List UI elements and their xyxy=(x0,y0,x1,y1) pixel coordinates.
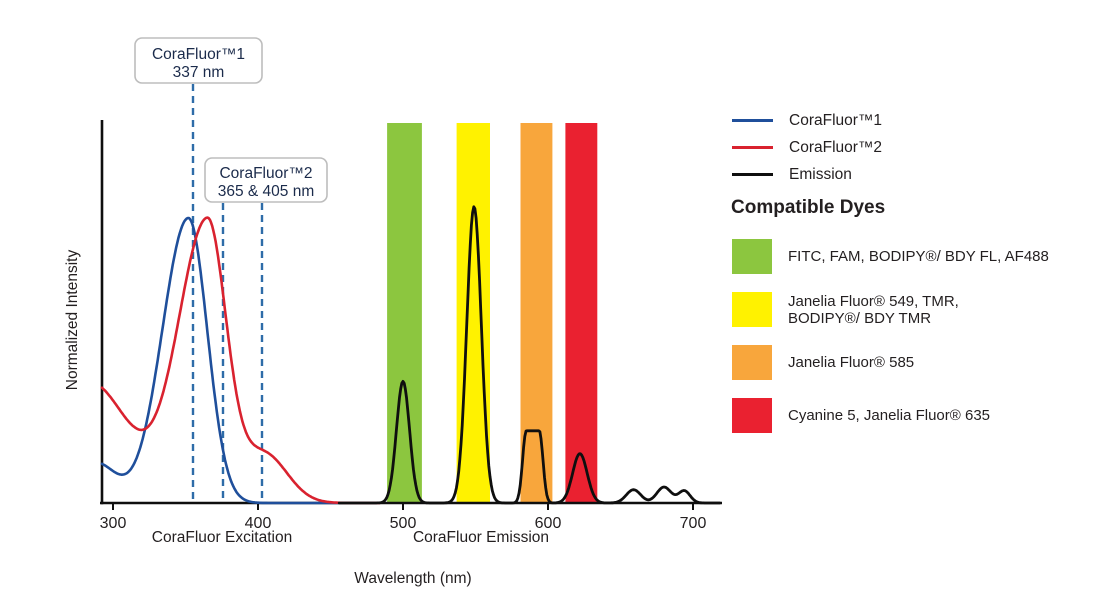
legend-item-corafluor2: CoraFluor™2 xyxy=(732,134,882,161)
dye-label: Cyanine 5, Janelia Fluor® 635 xyxy=(788,407,990,424)
emission-region-label: CoraFluor Emission xyxy=(413,529,549,546)
dye-row-yellow: Janelia Fluor® 549, TMR, BODIPY®/ BDY TM… xyxy=(732,292,1049,327)
dye-label-line: Cyanine 5, Janelia Fluor® 635 xyxy=(788,407,991,424)
corafluor1-line-swatch xyxy=(732,119,773,122)
annotation-title: CoraFluor™1 xyxy=(152,46,245,63)
annotation-value: 337 nm xyxy=(173,64,225,81)
dye-row-green: FITC, FAM, BODIPY®/ BDY FL, AF488 xyxy=(732,239,1049,274)
x-tick-label: 400 xyxy=(245,515,272,532)
dye-row-orange: Janelia Fluor® 585 xyxy=(732,345,1049,380)
excitation-marker-lines xyxy=(191,84,264,503)
corafluor1-excitation-curve xyxy=(100,216,377,505)
dye-label-line: Janelia Fluor® 585 xyxy=(788,354,915,371)
annotation-box xyxy=(204,157,328,203)
dye-label: Janelia Fluor® 585 xyxy=(788,354,914,371)
red-filter-swatch xyxy=(732,398,772,433)
yellow-filter-swatch xyxy=(732,292,772,327)
filter-band-rect xyxy=(520,123,553,503)
green-filter-swatch xyxy=(732,239,772,274)
legend-label: CoraFluor™2 xyxy=(789,138,883,156)
compatible-dyes-list: FITC, FAM, BODIPY®/ BDY FL, AF488 Janeli… xyxy=(732,239,1049,451)
filter-bands xyxy=(387,123,598,503)
annotation-box xyxy=(134,37,263,84)
x-ticks: 300 400 500 600 700 xyxy=(100,504,707,532)
emission-curve xyxy=(337,205,722,505)
filter-band-rect xyxy=(387,123,422,503)
emission-line-swatch xyxy=(732,173,773,176)
dye-label-line: FITC, FAM, BODIPY®/ BDY FL, AF488 xyxy=(788,248,1049,265)
legend-label: Emission xyxy=(789,165,852,183)
legend-item-corafluor1: CoraFluor™1 xyxy=(732,107,882,134)
x-tick-label: 700 xyxy=(680,515,707,532)
x-tick-label: 500 xyxy=(390,515,417,532)
series-legend: CoraFluor™1 CoraFluor™2 Emission xyxy=(732,107,882,188)
dye-label: Janelia Fluor® 549, TMR, BODIPY®/ BDY TM… xyxy=(788,293,959,327)
orange-filter-swatch xyxy=(732,345,772,380)
legend-item-emission: Emission xyxy=(732,161,882,188)
legend-label: CoraFluor™1 xyxy=(789,111,883,129)
annotation-title: CoraFluor™2 xyxy=(219,165,312,182)
dye-label-line: Janelia Fluor® 549, TMR, xyxy=(788,292,959,310)
dye-label: FITC, FAM, BODIPY®/ BDY FL, AF488 xyxy=(788,248,1049,265)
dye-row-red: Cyanine 5, Janelia Fluor® 635 xyxy=(732,398,1049,433)
compatible-dyes-heading: Compatible Dyes xyxy=(731,197,886,218)
corafluor2-line-swatch xyxy=(732,146,773,149)
annotation-corafluor2: CoraFluor™2 365 & 405 nm xyxy=(204,157,328,203)
annotation-value: 365 & 405 nm xyxy=(218,183,315,200)
excitation-region-label: CoraFluor Excitation xyxy=(152,529,292,546)
dye-label-line: BODIPY®/ BDY TMR xyxy=(788,309,932,327)
x-axis-title: Wavelength (nm) xyxy=(354,570,471,587)
y-axis-title: Normalized Intensity xyxy=(64,250,81,391)
annotation-corafluor1: CoraFluor™1 337 nm xyxy=(134,37,263,84)
x-tick-label: 600 xyxy=(535,515,562,532)
x-tick-label: 300 xyxy=(100,515,127,532)
corafluor2-excitation-curve xyxy=(100,216,381,505)
filter-band-rect xyxy=(565,123,598,503)
